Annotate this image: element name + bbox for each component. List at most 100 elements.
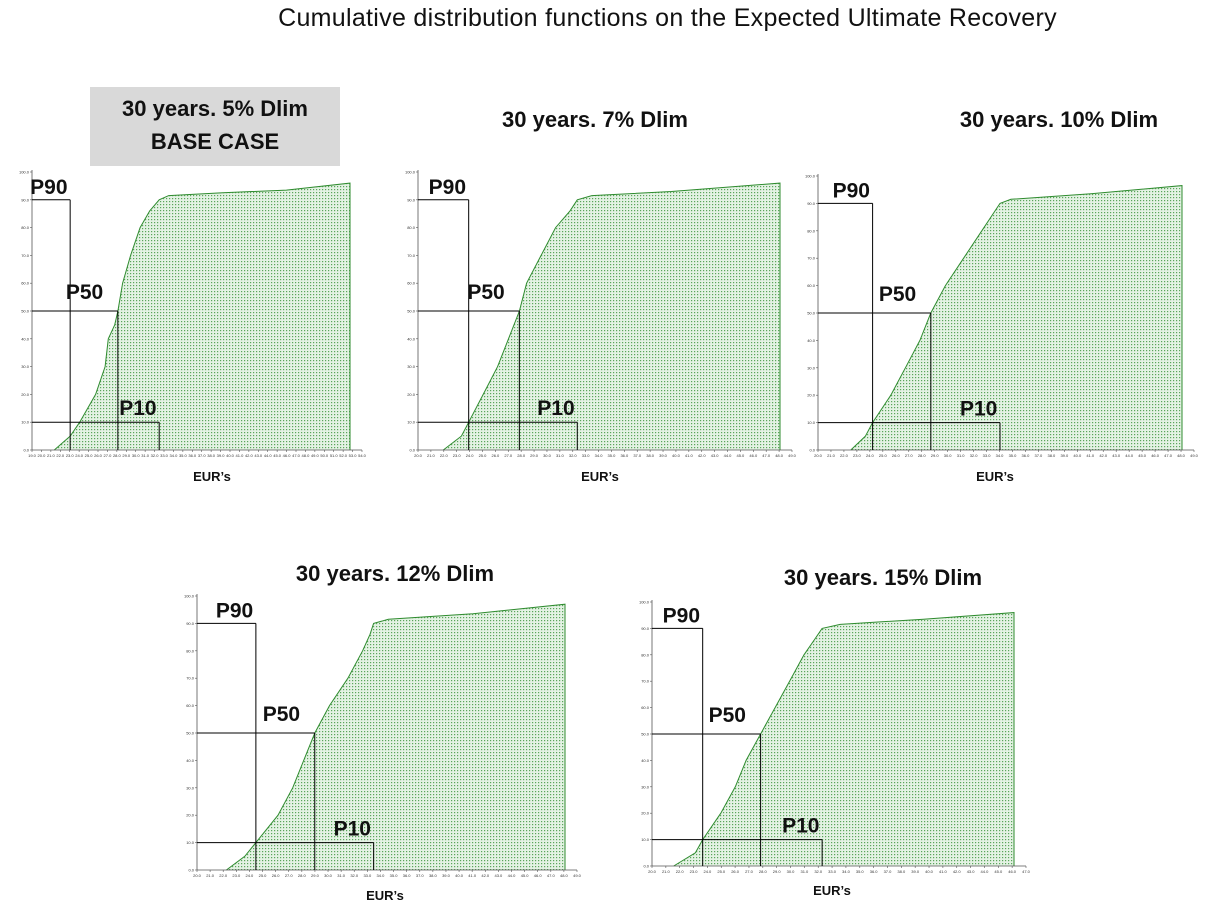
x-tick-label: 35.0	[179, 453, 188, 458]
x-tick-label: 30.0	[944, 453, 953, 458]
x-tick-label: 36.0	[620, 453, 629, 458]
x-tick-label: 28.0	[759, 869, 768, 874]
x-tick-label: 24.0	[866, 453, 875, 458]
y-tick-label: 90.0	[21, 197, 30, 202]
cdf-chart-7pct-dlim: 0.0 10.0 20.0 30.0 40.0 50.0 60.0 70.0 80.0 90.0 1…	[405, 170, 796, 459]
y-tick-label: 90.0	[807, 201, 816, 206]
cdf-curve	[226, 603, 566, 871]
x-tick-label: 46.0	[1008, 869, 1017, 874]
x-axis-label-5: EUR’s	[813, 883, 851, 898]
x-tick-label: 40.0	[226, 453, 235, 458]
x-tick-label: 28.0	[517, 453, 526, 458]
x-tick-label: 43.0	[711, 453, 720, 458]
panel-title-4-line-1: 30 years. 12% Dlim	[295, 561, 495, 586]
x-tick-label: 30.0	[543, 453, 552, 458]
x-tick-label: 31.0	[141, 453, 150, 458]
x-tick-label: 36.0	[870, 869, 879, 874]
x-tick-label: 25.0	[717, 869, 726, 874]
marker-label-p10: P10	[119, 397, 156, 420]
x-tick-label: 41.0	[468, 873, 477, 878]
y-tick-label: 20.0	[186, 813, 195, 818]
x-tick-label: 30.0	[324, 873, 333, 878]
x-tick-label: 38.0	[429, 873, 438, 878]
x-tick-label: 51.0	[330, 453, 339, 458]
x-tick-label: 39.0	[217, 453, 226, 458]
x-tick-label: 31.0	[957, 453, 966, 458]
marker-label-p90: P90	[429, 176, 466, 199]
y-tick-label: 0.0	[809, 448, 815, 453]
x-tick-label: 21.0	[47, 453, 56, 458]
y-tick-label: 40.0	[407, 336, 416, 341]
y-tick-label: 70.0	[21, 253, 30, 258]
x-tick-label: 24.0	[75, 453, 84, 458]
x-tick-label: 22.0	[440, 453, 449, 458]
x-tick-label: 52.0	[339, 453, 348, 458]
x-tick-label: 29.0	[931, 453, 940, 458]
x-tick-label: 42.0	[1099, 453, 1108, 458]
x-axis-label-1: EUR’s	[193, 469, 231, 484]
x-tick-label: 34.0	[595, 453, 604, 458]
panel-title-1-line-1: 30 years. 5% Dlim	[122, 96, 308, 121]
x-tick-label: 35.0	[1009, 453, 1018, 458]
x-tick-label: 35.0	[856, 869, 865, 874]
y-tick-label: 10.0	[807, 420, 816, 425]
y-tick-label: 20.0	[641, 811, 650, 816]
x-tick-label: 43.0	[254, 453, 263, 458]
marker-label-p50: P50	[263, 703, 300, 726]
x-tick-label: 25.0	[259, 873, 268, 878]
x-tick-label: 45.0	[1138, 453, 1147, 458]
x-tick-label: 38.0	[646, 453, 655, 458]
marker-label-p50: P50	[709, 704, 746, 727]
x-tick-label: 38.0	[897, 869, 906, 874]
cdf-curve	[673, 612, 1015, 867]
y-tick-label: 30.0	[21, 364, 30, 369]
y-tick-label: 90.0	[186, 621, 195, 626]
x-tick-label: 21.0	[827, 453, 836, 458]
y-tick-label: 60.0	[641, 705, 650, 710]
panel-title-1-line-2: BASE CASE	[150, 129, 280, 154]
x-tick-label: 28.0	[918, 453, 927, 458]
y-tick-label: 20.0	[21, 392, 30, 397]
x-tick-label: 48.0	[302, 453, 311, 458]
marker-label-p90: P90	[30, 176, 67, 199]
y-tick-label: 60.0	[807, 283, 816, 288]
x-tick-label: 25.0	[479, 453, 488, 458]
x-tick-label: 49.0	[311, 453, 320, 458]
y-tick-label: 60.0	[407, 281, 416, 286]
x-tick-label: 37.0	[416, 873, 425, 878]
x-tick-label: 23.0	[690, 869, 699, 874]
x-tick-label: 46.0	[749, 453, 758, 458]
y-tick-label: 50.0	[186, 731, 195, 736]
y-tick-label: 80.0	[186, 648, 195, 653]
x-tick-label: 44.0	[1125, 453, 1134, 458]
x-tick-label: 22.0	[676, 869, 685, 874]
y-tick-label: 0.0	[188, 868, 194, 873]
x-tick-label: 29.0	[122, 453, 131, 458]
marker-label-p10: P10	[782, 815, 819, 838]
cdf-chart-12pct-dlim: 0.0 10.0 20.0 30.0 40.0 50.0 60.0 70.0 80.0 90.0 1…	[184, 594, 582, 879]
x-tick-label: 44.0	[508, 873, 517, 878]
y-tick-label: 70.0	[186, 676, 195, 681]
y-tick-label: 50.0	[21, 309, 30, 314]
x-tick-label: 34.0	[170, 453, 179, 458]
x-tick-label: 45.0	[273, 453, 282, 458]
x-tick-label: 20.0	[414, 453, 423, 458]
marker-label-p90: P90	[216, 599, 253, 622]
cdf-area	[443, 183, 780, 450]
cdf-area	[850, 185, 1182, 450]
marker-label-p10: P10	[537, 397, 574, 420]
x-tick-label: 39.0	[442, 873, 451, 878]
x-tick-label: 24.0	[246, 873, 255, 878]
y-tick-label: 70.0	[807, 256, 816, 261]
x-tick-label: 32.0	[569, 453, 578, 458]
marker-label-p10: P10	[960, 398, 997, 421]
x-tick-label: 48.0	[1177, 453, 1186, 458]
x-tick-label: 46.0	[283, 453, 292, 458]
main-title: Cumulative distribution functions on the…	[278, 4, 1057, 32]
y-tick-label: 0.0	[409, 448, 415, 453]
y-tick-label: 100.0	[805, 174, 816, 179]
x-tick-label: 27.0	[905, 453, 914, 458]
x-tick-label: 47.0	[292, 453, 301, 458]
x-tick-label: 35.0	[390, 873, 399, 878]
x-tick-label: 26.0	[892, 453, 901, 458]
